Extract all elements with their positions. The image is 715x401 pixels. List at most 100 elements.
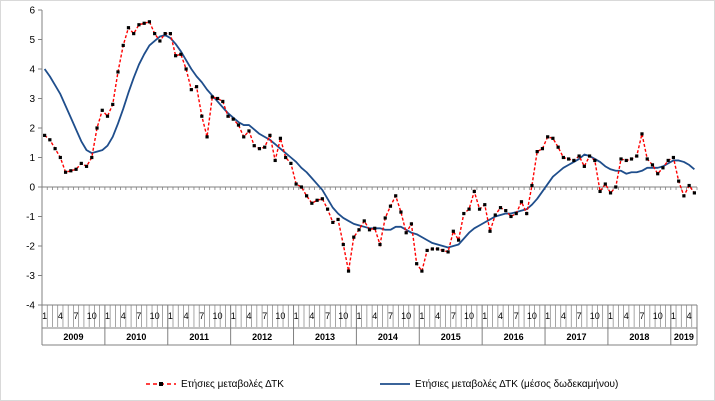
annual-data-point [310,201,314,205]
annual-data-point [540,147,545,151]
year-label: 2010 [126,332,146,342]
month-tick-label: 10 [401,311,411,321]
y-tick-label: -3 [26,271,35,282]
annual-data-point [210,95,214,99]
year-label: 2009 [63,332,83,342]
annual-data-point [509,214,513,219]
month-tick-label: 7 [325,311,330,321]
annual-data-point [90,155,94,160]
annual-data-point [263,145,267,149]
annual-data-point [635,154,639,158]
annual-data-point [535,150,539,154]
annual-data-point [677,179,681,183]
month-tick-label: 1 [357,311,362,321]
month-tick-label: 7 [451,311,456,321]
month-tick-label: 4 [58,311,63,321]
month-tick-label: 4 [561,311,566,321]
annual-data-point [231,117,235,121]
annual-data-point [305,194,309,198]
y-tick-label: 6 [29,6,35,17]
annual-data-point [74,167,78,171]
month-tick-label: 10 [464,311,474,321]
annual-data-point [451,229,455,233]
annual-data-point [247,129,251,133]
month-tick-label: 7 [136,311,141,321]
y-tick-label: 0 [29,183,35,194]
annual-data-point [378,242,382,247]
annual-data-point [388,204,393,208]
annual-data-point [692,191,696,195]
month-tick-label: 10 [590,311,600,321]
annual-data-point [525,211,529,216]
month-tick-label: 7 [639,311,644,321]
annual-data-point [467,207,471,211]
annual-data-point [236,123,241,127]
annual-data-point [546,135,550,139]
annual-data-point [215,96,220,101]
annual-data-point [299,185,303,189]
annual-data-point [58,155,62,160]
year-label: 2013 [315,332,335,342]
annual-data-point [577,154,581,158]
month-tick-label: 1 [608,311,613,321]
month-tick-label: 4 [184,311,189,321]
annual-data-point [572,158,576,163]
y-tick-label: -1 [26,212,35,223]
annual-data-point [331,220,335,224]
y-tick-label: -4 [26,301,35,312]
y-tick-label: 4 [29,65,35,76]
annual-data-point [441,248,445,253]
month-tick-label: 4 [498,311,503,321]
annual-data-point [446,250,450,254]
annual-data-point [362,219,366,223]
annual-data-point [352,235,356,239]
month-tick-label: 1 [231,311,236,321]
annual-data-point [603,182,607,186]
annual-data-point [682,194,686,198]
annual-data-point [567,157,571,161]
annual-data-point [420,269,424,273]
annual-data-point [132,32,136,36]
annual-data-point [111,102,115,106]
year-label: 2016 [504,332,524,342]
annual-data-point [325,207,330,211]
annual-data-point [357,228,361,232]
annual-data-point [488,229,492,233]
year-label: 2017 [566,332,586,342]
annual-data-point [341,242,345,247]
annual-data-point [179,52,183,56]
annual-data-point [687,183,691,188]
annual-data-point [158,39,162,43]
year-label: 2014 [378,332,398,342]
annual-data-point [656,172,660,176]
year-label: 2012 [252,332,272,342]
annual-data-point [582,164,586,168]
month-tick-label: 10 [150,311,160,321]
legend-average-label: Ετήσιες μεταβολές ΔΤΚ (μέσος δωδεκαμήνου… [415,378,618,390]
month-tick-label: 4 [246,311,251,321]
annual-data-point [436,247,440,251]
annual-data-point [205,135,209,139]
annual-data-point [472,189,476,194]
annual-data-point [84,164,89,168]
month-tick-label: 10 [527,311,537,321]
month-tick-label: 10 [653,311,663,321]
annual-data-point [519,200,524,204]
month-tick-label: 10 [338,311,348,321]
annual-data-point [415,262,419,266]
annual-data-point [619,157,623,161]
month-tick-label: 4 [309,311,314,321]
series-12m-average [43,34,695,249]
annual-data-point [142,21,146,25]
annual-data-point [105,114,110,118]
annual-data-point [147,20,152,24]
annual-data-point [168,32,172,36]
annual-data-point [43,133,47,137]
annual-data-point [346,269,351,273]
month-tick-label: 10 [213,311,223,321]
annual-data-point [163,32,167,36]
y-tick-label: 2 [29,124,35,135]
month-tick-label: 10 [275,311,285,321]
annual-data-point [645,157,649,161]
annual-data-point [425,248,429,253]
